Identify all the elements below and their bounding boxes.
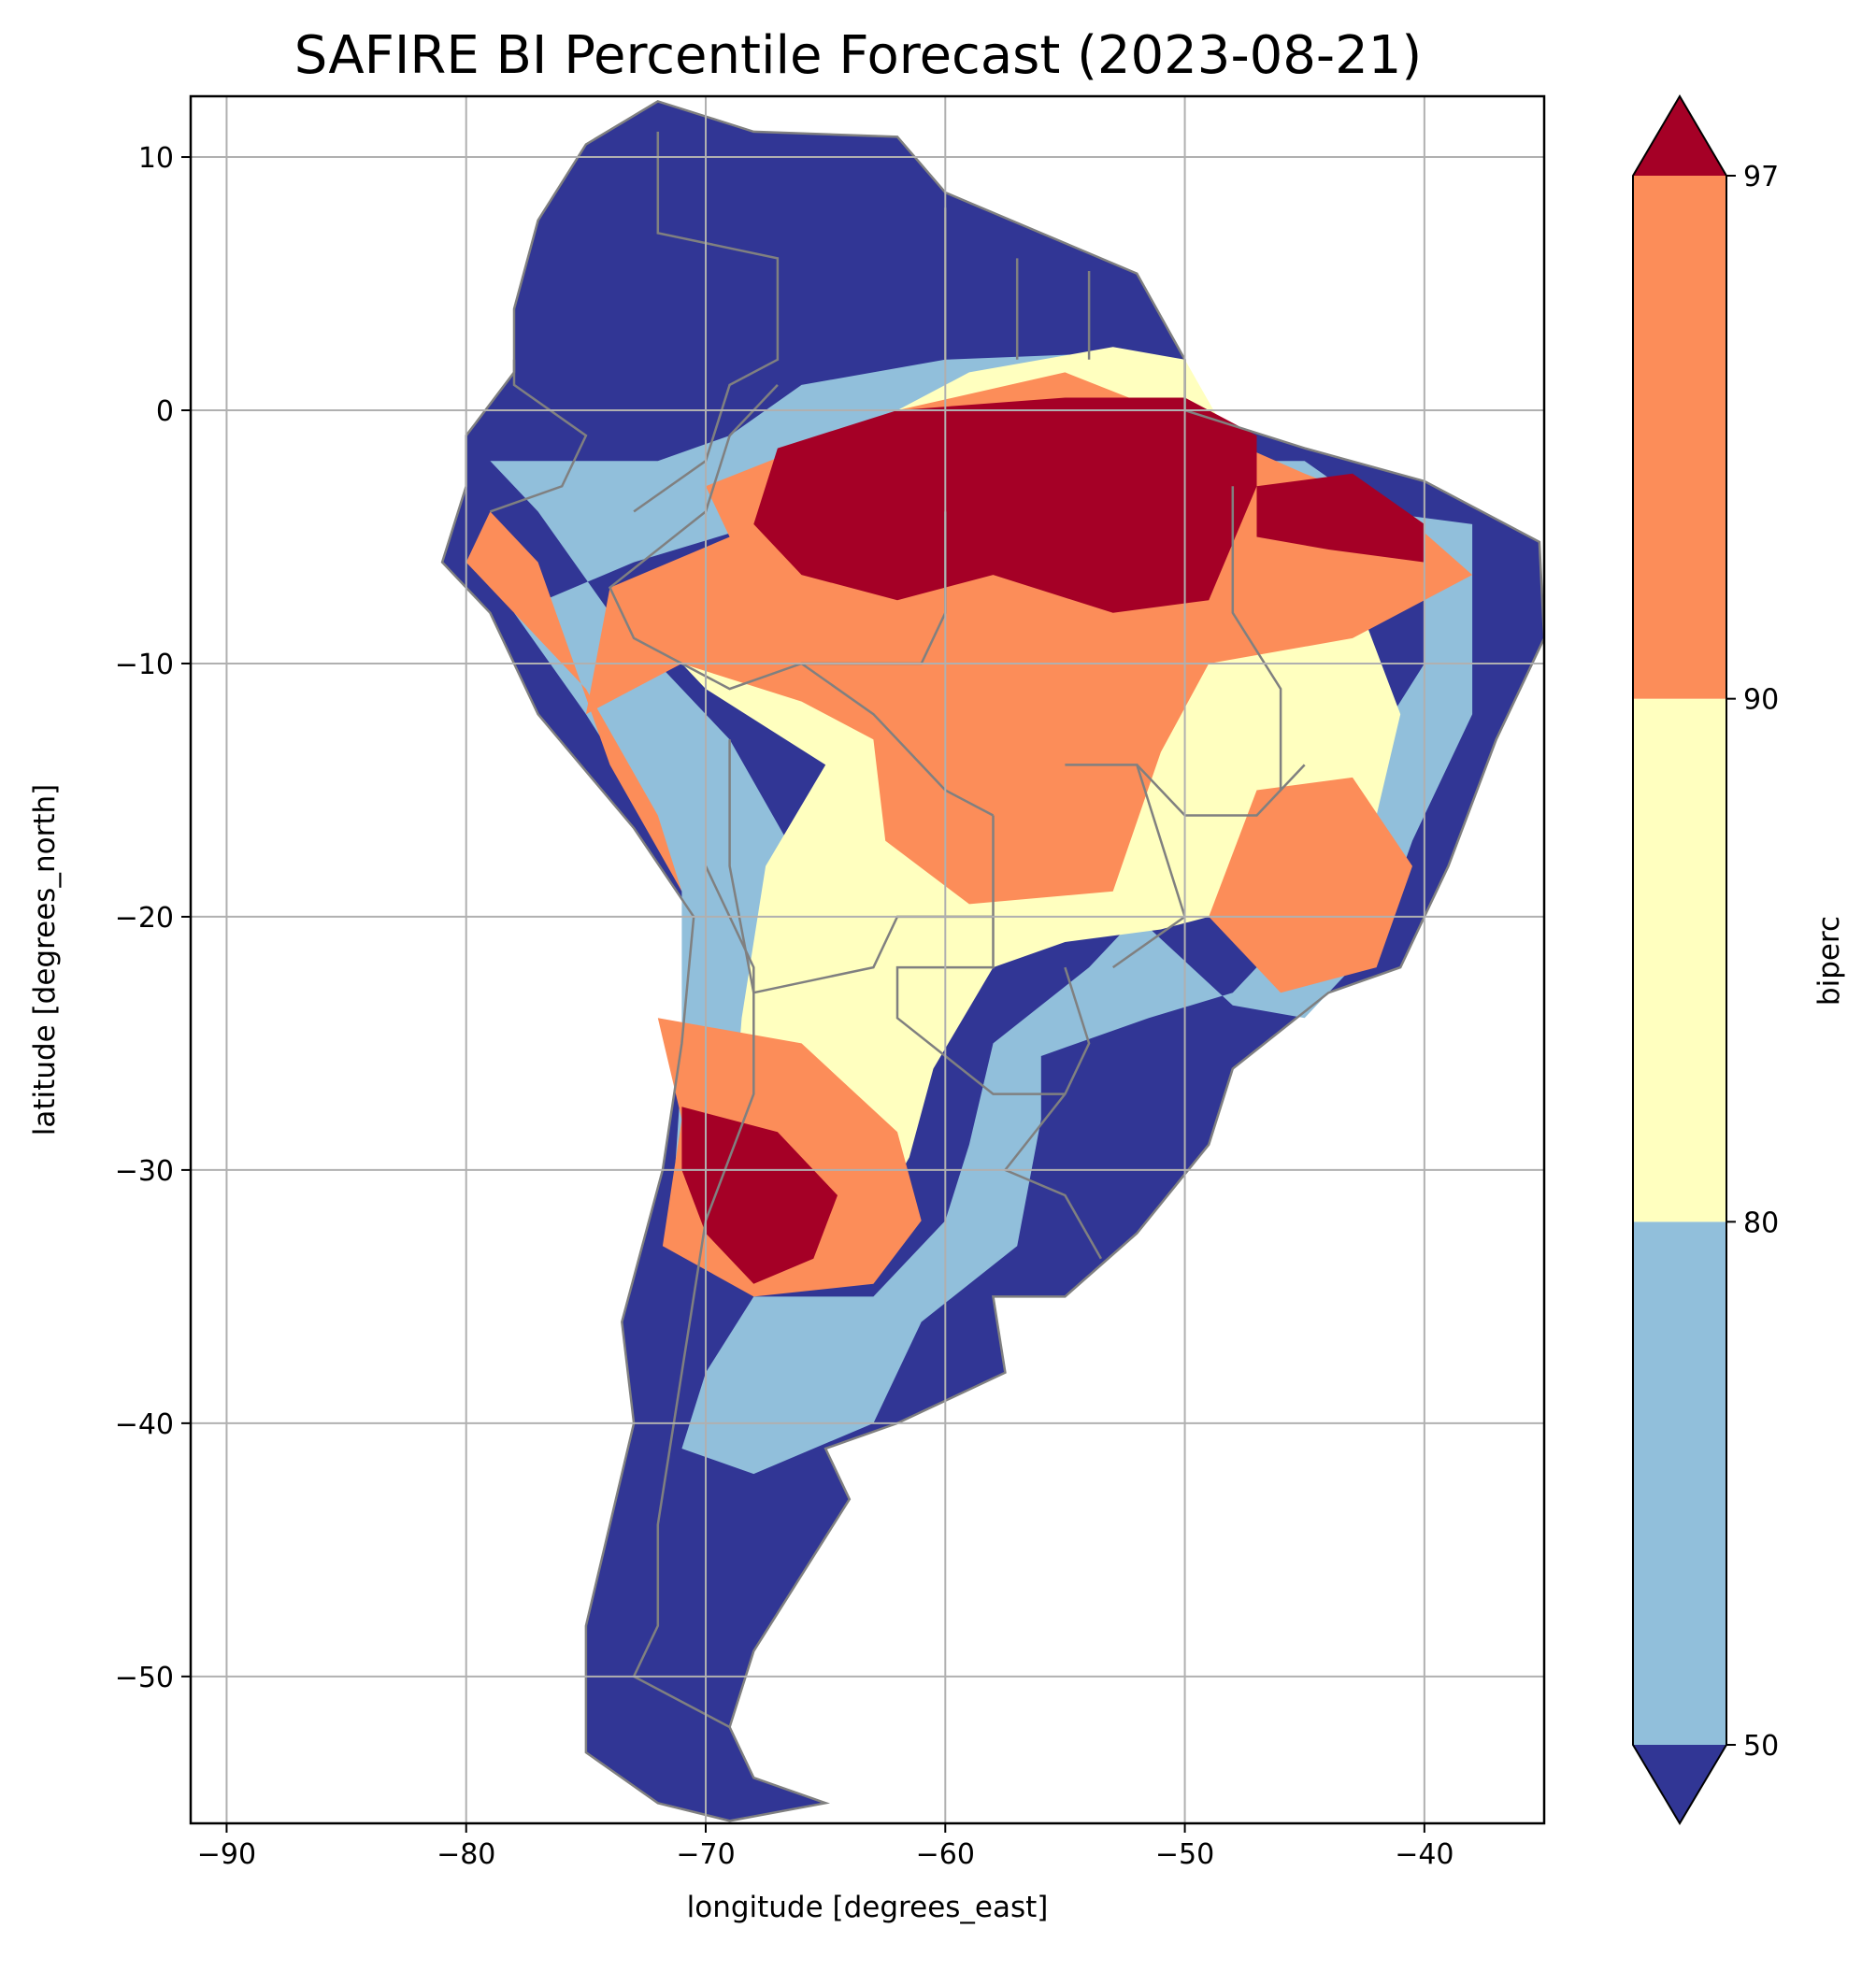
chart-title: SAFIRE BI Percentile Forecast (2023-08-2…: [294, 25, 1422, 86]
border-line-0: [608, 384, 947, 691]
y-axis-label: latitude [degrees_north]: [28, 784, 62, 1135]
y-tick-label: 10: [138, 142, 174, 175]
border-line-13: [1065, 764, 1187, 969]
region-5: [465, 511, 682, 892]
colorbar-tick-label: 80: [1743, 1207, 1779, 1239]
border-line-3: [1003, 966, 1102, 1260]
colorbar-segment: [1633, 698, 1726, 1222]
border-line-4: [895, 916, 1066, 1095]
colorbar-extend-min: [1633, 1745, 1726, 1823]
country-borders: [440, 100, 1544, 1822]
region-1: [490, 351, 1473, 1475]
border-line-1: [800, 662, 995, 817]
x-tick-label: −70: [676, 1838, 735, 1871]
x-tick-label: −50: [1155, 1838, 1214, 1871]
x-tick-label: −90: [197, 1838, 256, 1871]
border-line-6: [489, 359, 588, 513]
border-line-12: [1136, 764, 1306, 817]
coastline: [440, 100, 1544, 1822]
region-9: [681, 1107, 838, 1284]
x-tick-label: −80: [437, 1838, 495, 1871]
x-tick-label: −60: [916, 1838, 975, 1871]
colorbar-tick-label: 97: [1743, 161, 1779, 193]
y-tick-label: −10: [115, 649, 174, 681]
border-line-11: [1231, 486, 1282, 791]
y-tick-label: −30: [115, 1155, 174, 1188]
x-axis-label: longitude [degrees_east]: [687, 1891, 1049, 1924]
region-4: [1209, 777, 1412, 993]
y-tick-label: −20: [115, 902, 174, 935]
colorbar: 50 80 90 97: [1632, 94, 1779, 1825]
colorbar-label: biperc: [1812, 916, 1846, 1006]
colorbar-segment: [1633, 176, 1726, 699]
y-axis-ticks: 10 0 −10 −20 −30 −40 −50: [115, 142, 191, 1694]
region-7: [753, 397, 1257, 613]
y-tick-label: 0: [156, 395, 174, 428]
x-tick-label: −40: [1395, 1838, 1454, 1871]
gridlines: [191, 96, 1544, 1823]
colorbar-tick-label: 90: [1743, 684, 1779, 717]
axes-frame: [189, 94, 1546, 1825]
y-tick-label: −40: [115, 1408, 174, 1441]
colorbar-segment: [1633, 1221, 1726, 1745]
border-line-5: [632, 865, 755, 1729]
y-tick-label: −50: [115, 1662, 174, 1694]
colorbar-tick-label: 50: [1743, 1730, 1779, 1763]
colorbar-extend-max: [1633, 96, 1726, 176]
region-8: [1256, 473, 1425, 563]
x-axis-ticks: −90 −80 −70 −60 −50 −40: [197, 1823, 1454, 1871]
